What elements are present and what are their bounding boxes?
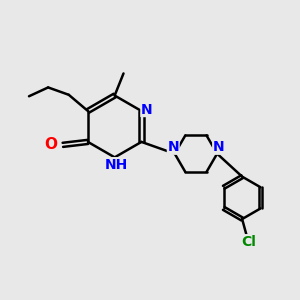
Text: Cl: Cl (242, 235, 256, 249)
Text: O: O (44, 137, 57, 152)
Text: N: N (141, 103, 153, 116)
Text: N: N (213, 140, 224, 154)
Text: NH: NH (104, 158, 128, 172)
Text: N: N (167, 140, 179, 154)
